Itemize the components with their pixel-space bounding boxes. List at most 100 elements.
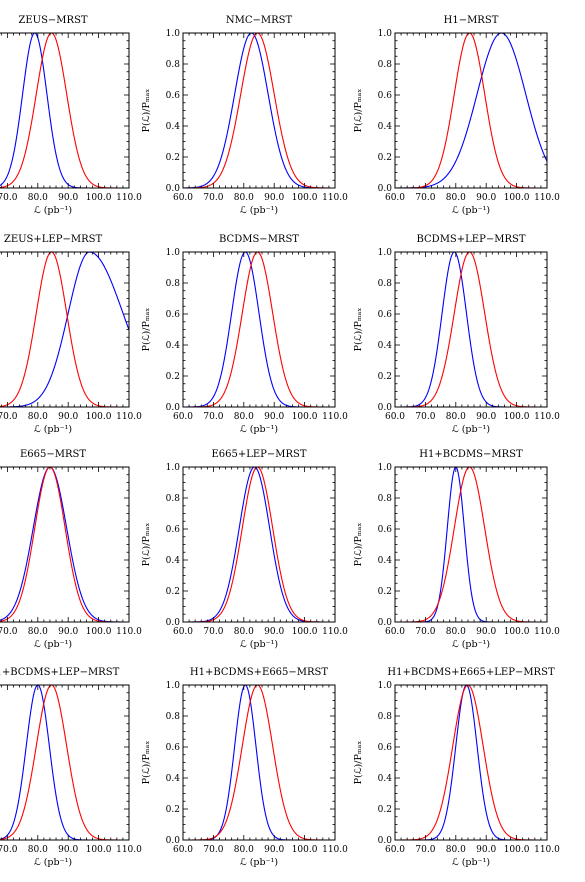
x-tick-label: 70.0 xyxy=(415,193,435,203)
subplot-1: 60.070.080.090.0100.0110.00.00.20.40.60.… xyxy=(0,15,142,216)
x-tick-label: 110.0 xyxy=(322,193,348,203)
subplot-3: 60.0 70.0 80.0 90.0 100.0 110.0 0.0 0.2 0.4 0.6 0.… xyxy=(353,15,560,216)
series-line-blue xyxy=(0,467,129,622)
plot-frame xyxy=(0,684,130,841)
x-tick-label: 60.0 xyxy=(385,412,405,422)
subplot-4: 60.070.080.090.0100.0110.00.00.20.40.60.… xyxy=(0,234,142,435)
x-tick-label: 110.0 xyxy=(534,845,560,855)
x-tick-label: 90.0 xyxy=(476,193,496,203)
y-tick-label: 0.4 xyxy=(378,341,393,351)
plot-title: ZEUS−MRST xyxy=(18,15,88,26)
y-tick-label: 0.2 xyxy=(378,805,392,815)
plot-frame xyxy=(182,32,336,189)
x-tick-label: 80.0 xyxy=(446,412,466,422)
series-line-blue xyxy=(0,685,129,840)
y-tick-label: 0.2 xyxy=(378,372,392,382)
x-tick-label: 70.0 xyxy=(415,412,435,422)
y-tick-label: 0.0 xyxy=(166,618,181,628)
plot-title: NMC−MRST xyxy=(226,15,293,26)
x-tick-label: 80.0 xyxy=(446,193,466,203)
y-tick-label: 0.8 xyxy=(166,712,181,722)
plot-frame xyxy=(394,466,548,623)
plot-frame xyxy=(0,32,130,189)
series-line-red xyxy=(395,252,547,407)
y-tick-label: 0.4 xyxy=(166,341,181,351)
x-tick-label: 70.0 xyxy=(203,845,223,855)
y-tick-label: 0.8 xyxy=(378,712,393,722)
subplot-9: 60.0 70.0 80.0 90.0 100.0 110.0 0.0 0.2 0.4 0.6 0.… xyxy=(353,449,560,650)
x-axis-label: ℒ (pb⁻¹) xyxy=(240,639,278,650)
y-tick-label: 0.2 xyxy=(166,372,180,382)
x-tick-label: 80.0 xyxy=(28,627,48,637)
x-tick-label: 110.0 xyxy=(116,845,142,855)
series-line-blue xyxy=(395,33,547,188)
y-tick-label: 1.0 xyxy=(378,248,393,258)
x-tick-label: 90.0 xyxy=(264,627,284,637)
x-tick-label: 80.0 xyxy=(234,627,254,637)
x-tick-label: 100.0 xyxy=(86,193,112,203)
subplot-11: 60.0 70.0 80.0 90.0 100.0 110.0 0.0 0.2 0.4 0.6 0.… xyxy=(141,667,348,868)
y-axis-label: P(ℒ)/Pₘₐₓ xyxy=(353,308,364,352)
x-tick-label: 80.0 xyxy=(446,627,466,637)
x-tick-label: 100.0 xyxy=(292,412,318,422)
x-tick-label: 70.0 xyxy=(203,627,223,637)
series-line-blue xyxy=(183,467,335,622)
y-tick-label: 0.0 xyxy=(378,618,393,628)
x-axis-label: ℒ (pb⁻¹) xyxy=(34,639,72,650)
plot-title: E665+LEP−MRST xyxy=(211,449,306,460)
y-tick-label: 0.6 xyxy=(378,310,393,320)
x-tick-label: 70.0 xyxy=(0,627,18,637)
y-tick-label: 0.0 xyxy=(166,403,181,413)
x-tick-label: 110.0 xyxy=(116,412,142,422)
y-tick-label: 0.8 xyxy=(166,494,181,504)
y-tick-label: 1.0 xyxy=(378,681,393,691)
series-line-blue xyxy=(183,252,335,407)
x-axis-label: ℒ (pb⁻¹) xyxy=(452,857,490,868)
y-axis-label: P(ℒ)/Pₘₐₓ xyxy=(141,523,152,567)
y-axis-label: P(ℒ)/Pₘₐₓ xyxy=(141,308,152,352)
x-tick-label: 100.0 xyxy=(504,845,530,855)
subplot-6: 60.0 70.0 80.0 90.0 100.0 110.0 0.0 0.2 0.4 0.6 0.… xyxy=(353,234,560,435)
x-tick-label: 110.0 xyxy=(116,193,142,203)
series-line-blue xyxy=(395,467,547,622)
x-tick-label: 100.0 xyxy=(86,845,112,855)
y-tick-label: 0.6 xyxy=(378,525,393,535)
x-axis-label: ℒ (pb⁻¹) xyxy=(34,205,72,216)
x-tick-label: 90.0 xyxy=(58,193,78,203)
plot-frame xyxy=(182,466,336,623)
x-axis-label: ℒ (pb⁻¹) xyxy=(452,424,490,435)
x-tick-label: 70.0 xyxy=(415,627,435,637)
x-tick-label: 80.0 xyxy=(234,193,254,203)
y-tick-label: 1.0 xyxy=(166,463,181,473)
x-tick-label: 90.0 xyxy=(58,845,78,855)
subplot-12: 60.0 70.0 80.0 90.0 100.0 110.0 0.0 0.2 0.4 0.6 0.… xyxy=(353,667,560,868)
x-tick-label: 90.0 xyxy=(58,627,78,637)
x-tick-label: 60.0 xyxy=(385,627,405,637)
y-tick-label: 0.2 xyxy=(166,805,180,815)
series-line-red xyxy=(395,33,547,188)
x-tick-label: 100.0 xyxy=(292,845,318,855)
plot-frame xyxy=(182,684,336,841)
y-tick-label: 1.0 xyxy=(166,29,181,39)
y-tick-label: 0.8 xyxy=(166,279,181,289)
plot-title: H1+BCDMS+LEP−MRST xyxy=(0,667,120,678)
x-tick-label: 90.0 xyxy=(264,845,284,855)
x-axis-label: ℒ (pb⁻¹) xyxy=(240,205,278,216)
plot-title: BCDMS+LEP−MRST xyxy=(416,234,525,245)
series-line-red xyxy=(395,467,547,622)
x-tick-label: 60.0 xyxy=(173,412,193,422)
series-line-blue xyxy=(395,252,547,407)
x-axis-label: ℒ (pb⁻¹) xyxy=(34,857,72,868)
y-tick-label: 0.8 xyxy=(378,494,393,504)
y-tick-label: 0.0 xyxy=(166,184,181,194)
y-tick-label: 0.6 xyxy=(166,91,181,101)
series-line-blue xyxy=(0,252,129,407)
y-tick-label: 0.0 xyxy=(378,403,393,413)
x-tick-label: 110.0 xyxy=(534,193,560,203)
x-tick-label: 60.0 xyxy=(385,845,405,855)
x-tick-label: 110.0 xyxy=(534,627,560,637)
y-tick-label: 0.2 xyxy=(166,587,180,597)
x-tick-label: 90.0 xyxy=(58,412,78,422)
plot-frame xyxy=(394,684,548,841)
